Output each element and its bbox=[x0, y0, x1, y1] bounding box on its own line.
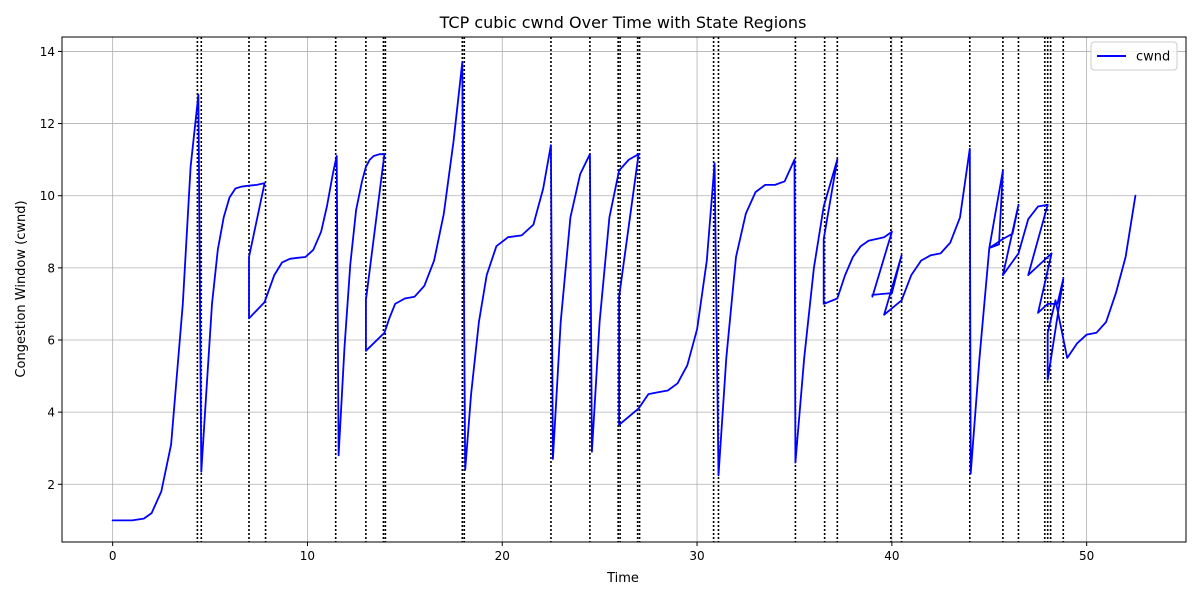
y-tick-label: 4 bbox=[47, 406, 55, 420]
y-tick-label: 12 bbox=[40, 117, 55, 131]
x-tick-label: 20 bbox=[495, 549, 510, 563]
y-tick-label: 6 bbox=[47, 334, 55, 348]
x-tick-label: 10 bbox=[300, 549, 315, 563]
y-tick-label: 10 bbox=[40, 189, 55, 203]
legend-label-cwnd: cwnd bbox=[1136, 50, 1170, 65]
x-tick-label: 30 bbox=[689, 549, 704, 563]
series-line-cwnd bbox=[111, 61, 1137, 522]
legend-box bbox=[1090, 41, 1178, 71]
x-tick-label: 50 bbox=[1079, 549, 1094, 563]
y-axis-label: Congestion Window (cwnd) bbox=[14, 200, 29, 377]
x-axis-label: Time bbox=[606, 571, 639, 586]
x-tick-label: 0 bbox=[109, 549, 117, 563]
legend: cwnd bbox=[1090, 41, 1178, 71]
x-tick-label: 40 bbox=[884, 549, 899, 563]
y-tick-label: 8 bbox=[47, 261, 55, 275]
chart-title: TCP cubic cwnd Over Time with State Regi… bbox=[439, 13, 807, 32]
tick-layer: 0 10 20 30 40 50 2 4 6 8 10 12 14 bbox=[40, 45, 1095, 563]
plot-frame bbox=[61, 36, 1187, 543]
y-tick-label: 2 bbox=[47, 478, 55, 492]
y-tick-label: 14 bbox=[40, 45, 55, 59]
series-layer bbox=[111, 61, 1137, 522]
gridlines bbox=[62, 37, 1186, 542]
